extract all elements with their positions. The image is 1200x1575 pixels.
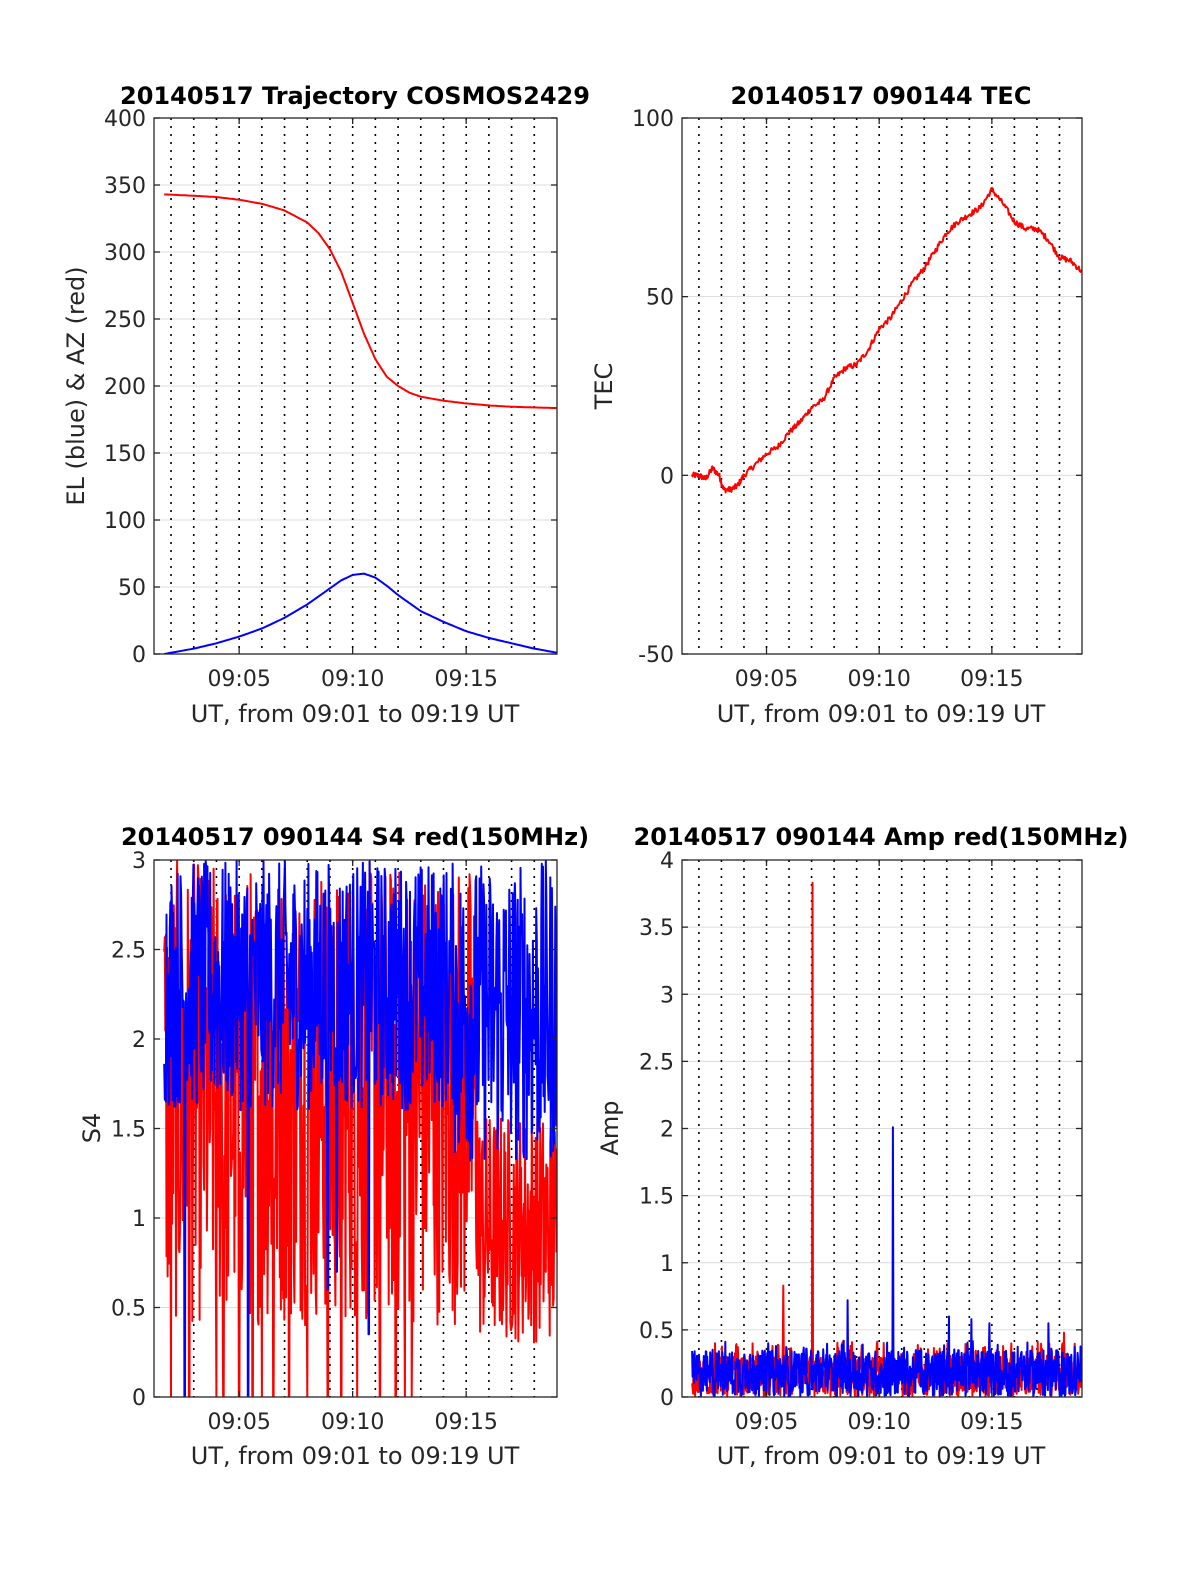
trajectory-grid	[154, 117, 557, 655]
amp-ytick-label-1: 0.5	[639, 1319, 674, 1344]
s4-ytick-label-6: 3	[132, 849, 146, 874]
s4-xlabel: UT, from 09:01 to 09:19 UT	[191, 1442, 520, 1470]
amp-ytick-label-0: 0	[660, 1386, 674, 1411]
s4-title: 20140517 090144 S4 red(150MHz)	[121, 823, 589, 851]
trajectory-ticks: 0 50 100 150 200 250 300 350 400 09:05 09:10 09:15	[104, 107, 557, 692]
amp-ytick-label-5: 2.5	[639, 1050, 674, 1075]
trajectory-ytick-label-4: 200	[104, 375, 146, 400]
trajectory-xtick-label-1: 09:10	[321, 667, 384, 692]
amp-xtick-label-0: 09:05	[735, 1410, 798, 1435]
trajectory-ytick-label-0: 0	[132, 643, 146, 668]
amp-ticks: 0 0.5 1 1.5 2 2.5 3 3.5 4 09:05 09:10 09:15	[639, 849, 1082, 1435]
tec-axes-box	[681, 117, 1083, 655]
trajectory-xtick-label-0: 09:05	[207, 667, 270, 692]
s4-ylabel: S4	[78, 1113, 106, 1144]
s4-xtick-label-0: 09:05	[207, 1410, 270, 1435]
trajectory-xtick-label-2: 09:15	[434, 667, 497, 692]
tec-data	[691, 187, 1082, 494]
trajectory-ylabel: EL (blue) & AZ (red)	[62, 266, 90, 505]
amp-ytick-label-8: 4	[660, 849, 674, 874]
amp-ytick-label-3: 1.5	[639, 1185, 674, 1210]
s4-xtick-label-2: 09:15	[434, 1410, 497, 1435]
tec-title: 20140517 090144 TEC	[731, 82, 1032, 110]
s4-ytick-label-5: 2.5	[111, 939, 146, 964]
tec-xtick-label-1: 09:10	[847, 667, 910, 692]
trajectory-ytick-label-2: 100	[104, 509, 146, 534]
tec-ytick-label-0: -50	[638, 643, 674, 668]
tec-ytick-label-1: 0	[660, 464, 674, 489]
trajectory-series-0	[164, 193, 557, 410]
s4-ytick-label-2: 1	[132, 1207, 146, 1232]
trajectory-ytick-label-3: 150	[104, 442, 146, 467]
amp-title: 20140517 090144 Amp red(150MHz)	[634, 823, 1129, 851]
tec-xtick-label-2: 09:15	[960, 667, 1023, 692]
s4-ticks: 0 0.5 1 1.5 2 2.5 3 09:05 09:10 09:15	[111, 849, 557, 1435]
trajectory-panel: 20140517 Trajectory COSMOS2429 UT, from …	[62, 82, 590, 728]
amp-ytick-label-2: 1	[660, 1252, 674, 1277]
s4-xtick-label-1: 09:10	[321, 1410, 384, 1435]
trajectory-ytick-label-5: 250	[104, 308, 146, 333]
tec-xlabel: UT, from 09:01 to 09:19 UT	[717, 700, 1046, 728]
amp-panel: 20140517 090144 Amp red(150MHz) UT, from…	[596, 823, 1128, 1470]
trajectory-ytick-label-1: 50	[118, 576, 146, 601]
tec-panel: 20140517 090144 TEC UT, from 09:01 to 09…	[590, 82, 1083, 728]
amp-xtick-label-1: 09:10	[847, 1410, 910, 1435]
trajectory-ytick-label-8: 400	[104, 107, 146, 132]
s4-ytick-label-4: 2	[132, 1028, 146, 1053]
tec-ylabel: TEC	[590, 363, 618, 411]
amp-series-1	[691, 1126, 1082, 1397]
amp-ytick-label-7: 3.5	[639, 916, 674, 941]
trajectory-title: 20140517 Trajectory COSMOS2429	[120, 82, 590, 110]
amp-xlabel: UT, from 09:01 to 09:19 UT	[717, 1442, 1046, 1470]
trajectory-xlabel: UT, from 09:01 to 09:19 UT	[191, 700, 520, 728]
s4-ytick-label-0: 0	[132, 1386, 146, 1411]
s4-ytick-label-1: 0.5	[111, 1297, 146, 1322]
amp-grid	[682, 859, 1082, 1398]
trajectory-series-1	[164, 572, 557, 654]
s4-series-1	[163, 860, 557, 1397]
trajectory-data	[164, 193, 557, 654]
tec-ytick-label-2: 50	[646, 286, 674, 311]
s4-ytick-label-3: 1.5	[111, 1118, 146, 1143]
s4-panel: 20140517 090144 S4 red(150MHz) UT, from …	[78, 823, 589, 1470]
tec-xtick-label-0: 09:05	[735, 667, 798, 692]
s4-data	[163, 860, 557, 1397]
amp-xtick-label-2: 09:15	[960, 1410, 1023, 1435]
amp-ylabel: Amp	[596, 1100, 624, 1155]
tec-ticks: -50 0 50 100 09:05 09:10 09:15	[632, 107, 1082, 692]
tec-series-0	[691, 187, 1082, 494]
amp-ytick-label-4: 2	[660, 1118, 674, 1143]
trajectory-ytick-label-7: 350	[104, 174, 146, 199]
tec-ytick-label-3: 100	[632, 107, 674, 132]
trajectory-ytick-label-6: 300	[104, 241, 146, 266]
amp-ytick-label-6: 3	[660, 983, 674, 1008]
amp-data	[691, 881, 1082, 1397]
